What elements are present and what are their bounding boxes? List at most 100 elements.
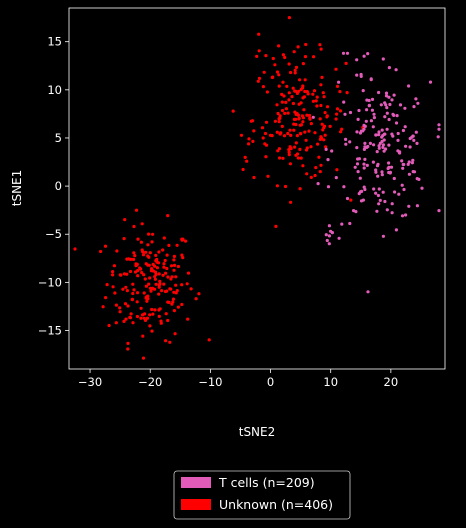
point-unknown	[289, 133, 293, 137]
point-t-cells	[334, 176, 338, 180]
point-unknown	[146, 243, 150, 247]
point-unknown	[73, 247, 77, 251]
point-unknown	[167, 243, 171, 247]
point-unknown	[320, 75, 324, 79]
point-unknown	[141, 253, 146, 257]
y-axis: −15 −10 −5 0 5 10 15	[38, 35, 69, 337]
point-unknown	[151, 232, 155, 236]
point-unknown	[307, 129, 311, 133]
x-tick-label: −30	[78, 375, 102, 389]
point-t-cells	[377, 146, 381, 150]
point-unknown	[289, 200, 293, 204]
point-unknown	[164, 271, 168, 275]
point-unknown	[157, 285, 161, 289]
point-t-cells	[401, 166, 405, 170]
point-unknown	[290, 95, 294, 99]
point-t-cells	[355, 130, 359, 134]
point-t-cells	[414, 97, 418, 101]
point-unknown	[140, 222, 144, 226]
point-t-cells	[408, 145, 412, 149]
point-t-cells	[367, 104, 371, 108]
point-unknown	[141, 334, 145, 338]
point-t-cells	[415, 141, 419, 145]
point-t-cells	[400, 183, 404, 187]
point-unknown	[161, 273, 165, 277]
point-t-cells	[420, 186, 424, 190]
point-unknown	[296, 156, 300, 160]
point-unknown	[281, 80, 285, 84]
point-unknown	[280, 124, 284, 128]
point-unknown	[335, 168, 339, 172]
point-t-cells	[390, 98, 394, 102]
point-t-cells	[359, 74, 363, 78]
point-t-cells	[342, 185, 346, 189]
point-unknown	[303, 130, 307, 134]
point-unknown	[293, 89, 297, 93]
point-unknown	[148, 251, 152, 255]
point-unknown	[189, 287, 193, 291]
point-unknown	[325, 114, 329, 118]
point-unknown	[148, 286, 152, 290]
point-t-cells	[390, 202, 394, 206]
legend-swatch-t-cells	[181, 477, 211, 488]
point-t-cells	[387, 143, 391, 147]
point-t-cells	[389, 165, 394, 169]
point-t-cells	[366, 52, 370, 56]
point-unknown	[287, 91, 291, 95]
point-t-cells	[387, 66, 391, 70]
point-unknown	[301, 120, 305, 124]
point-unknown	[278, 156, 282, 160]
point-t-cells	[357, 157, 361, 161]
x-tick-label: −20	[138, 375, 162, 389]
point-unknown	[168, 340, 172, 344]
legend-label-unknown: Unknown (n=406)	[219, 497, 333, 512]
point-unknown	[159, 319, 163, 323]
point-unknown	[298, 78, 302, 82]
point-unknown	[286, 131, 290, 136]
point-unknown	[122, 272, 127, 276]
point-unknown	[118, 306, 122, 310]
point-unknown	[144, 250, 148, 254]
point-unknown	[162, 265, 166, 269]
point-t-cells	[369, 119, 373, 123]
point-unknown	[171, 297, 176, 301]
point-t-cells	[416, 101, 420, 105]
point-unknown	[275, 130, 279, 134]
point-t-cells	[377, 187, 381, 191]
point-unknown	[150, 329, 154, 333]
point-unknown	[277, 44, 281, 48]
point-t-cells	[362, 162, 366, 166]
point-unknown	[119, 273, 123, 277]
point-unknown	[155, 257, 159, 262]
point-t-cells	[324, 147, 328, 151]
point-unknown	[245, 159, 249, 163]
point-t-cells	[384, 103, 388, 107]
point-unknown	[284, 107, 288, 111]
point-unknown	[257, 49, 261, 53]
point-t-cells	[385, 208, 389, 212]
x-axis-label: tSNE2	[239, 425, 276, 439]
point-t-cells	[390, 132, 394, 136]
point-unknown	[158, 307, 162, 311]
point-unknown	[315, 95, 319, 99]
point-unknown	[288, 128, 292, 132]
point-t-cells	[352, 209, 356, 213]
point-unknown	[107, 323, 111, 328]
point-unknown	[316, 142, 320, 146]
point-unknown	[264, 54, 268, 58]
point-t-cells	[361, 198, 365, 202]
point-unknown	[231, 109, 235, 113]
point-t-cells	[411, 134, 415, 138]
point-unknown	[275, 70, 280, 74]
point-unknown	[301, 164, 305, 168]
point-unknown	[186, 317, 190, 321]
point-unknown	[136, 274, 140, 278]
point-unknown	[147, 282, 151, 286]
point-t-cells	[377, 144, 381, 148]
point-t-cells	[372, 112, 376, 116]
point-t-cells	[384, 94, 389, 98]
point-t-cells	[344, 142, 348, 146]
point-unknown	[140, 248, 144, 252]
point-unknown	[111, 273, 115, 277]
point-unknown	[317, 155, 321, 159]
